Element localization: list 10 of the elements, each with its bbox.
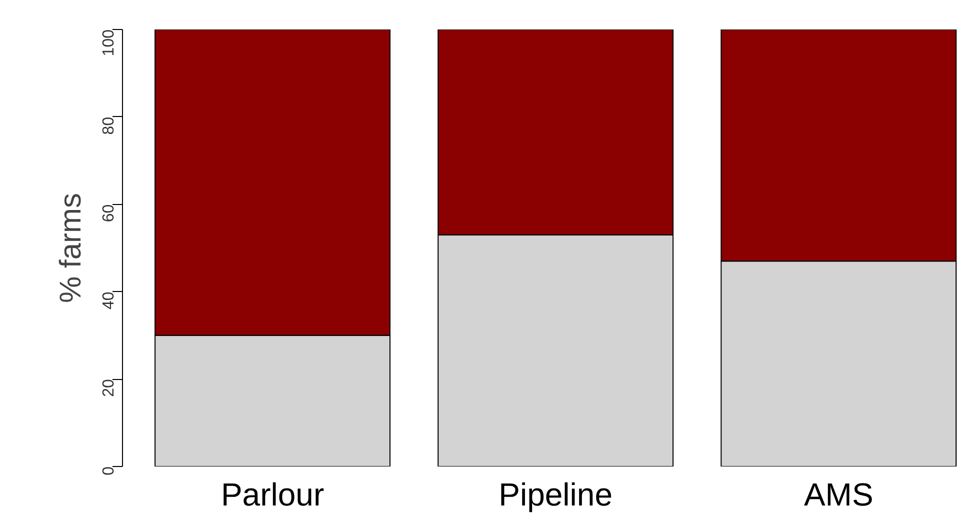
- x-tick-label: Pipeline: [498, 476, 612, 512]
- y-tick-label: 60: [100, 204, 118, 222]
- y-tick-label: 100: [100, 29, 118, 56]
- y-axis-title: % farms: [54, 192, 88, 304]
- y-tick-label: 80: [100, 116, 118, 135]
- x-tick-label: Parlour: [220, 476, 324, 512]
- y-tick-label: 40: [100, 292, 118, 310]
- y-tick-label: 0: [100, 466, 118, 476]
- x-tick-label: AMS: [804, 476, 874, 512]
- y-tick-label: 20: [100, 379, 118, 397]
